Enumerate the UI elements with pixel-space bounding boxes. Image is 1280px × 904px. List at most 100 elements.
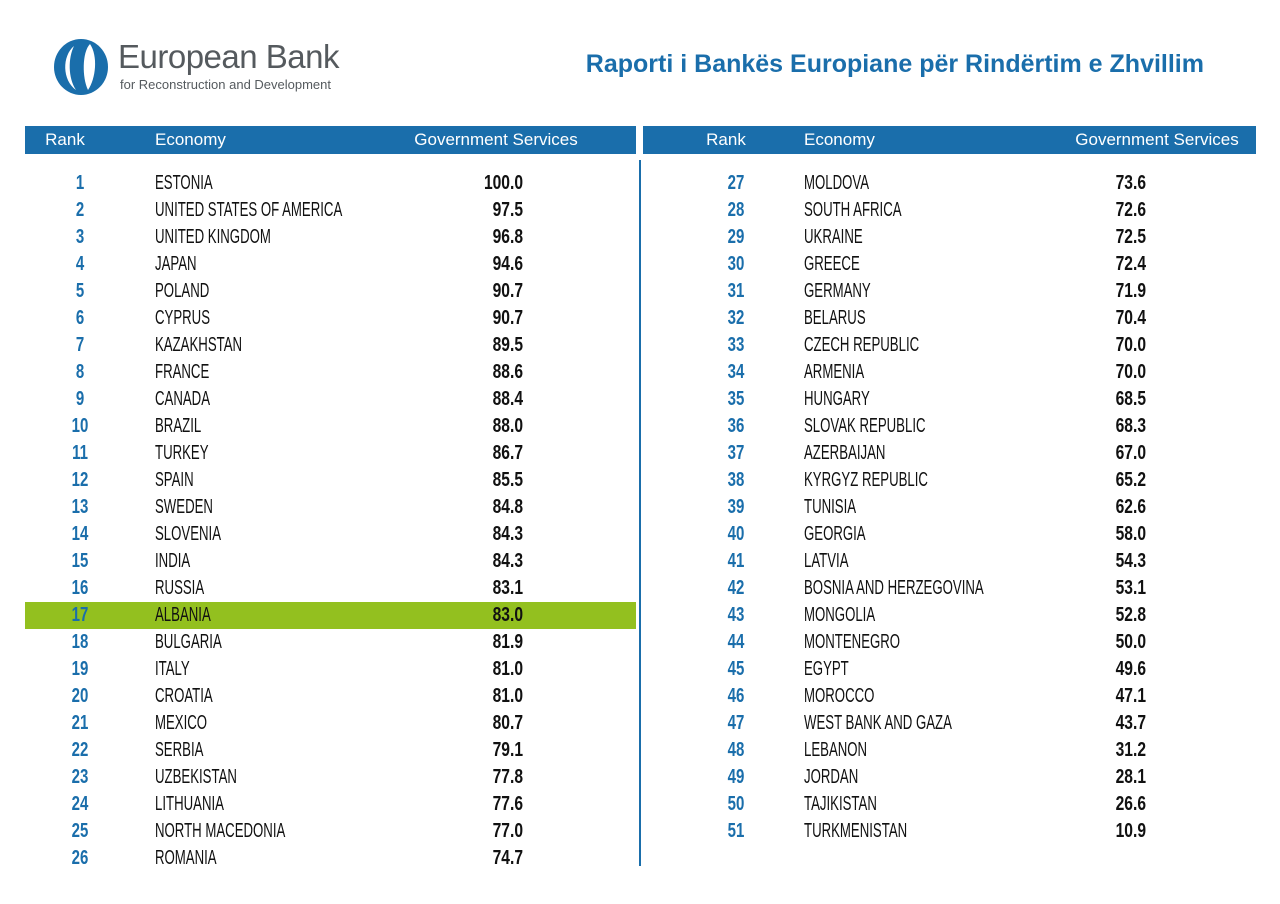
- rank-cell: 14: [71, 523, 89, 545]
- value-cell: 90.7: [492, 280, 523, 302]
- value-cell: 73.6: [1115, 172, 1146, 194]
- economy-cell: MOLDOVA: [804, 172, 870, 194]
- value-cell: 81.9: [492, 631, 523, 653]
- economy-cell: JAPAN: [155, 253, 197, 275]
- value-cell: 88.4: [492, 388, 523, 410]
- rank-cell: 4: [75, 253, 85, 275]
- header-bar: [25, 126, 636, 154]
- rank-cell: 44: [727, 631, 745, 653]
- economy-cell: TUNISIA: [804, 496, 857, 518]
- economy-cell: MOROCCO: [804, 685, 875, 707]
- value-cell: 85.5: [492, 469, 523, 491]
- value-cell: 84.3: [492, 523, 523, 545]
- economy-cell: BOSNIA AND HERZEGOVINA: [804, 577, 984, 599]
- value-cell: 89.5: [492, 334, 523, 356]
- economy-cell: SPAIN: [155, 469, 194, 491]
- rank-cell: 5: [75, 280, 85, 302]
- economy-cell: AZERBAIJAN: [804, 442, 886, 464]
- column-header: Government Services: [414, 130, 578, 149]
- rank-cell: 46: [727, 685, 745, 707]
- economy-cell: ALBANIA: [155, 604, 211, 626]
- rank-cell: 3: [75, 226, 85, 248]
- value-cell: 96.8: [492, 226, 523, 248]
- header-bar: [643, 126, 1256, 154]
- rank-cell: 48: [727, 739, 745, 761]
- economy-cell: TURKEY: [155, 442, 209, 464]
- economy-cell: INDIA: [155, 550, 191, 572]
- rank-cell: 25: [71, 820, 89, 842]
- rank-cell: 51: [727, 820, 745, 842]
- logo-title: European Bank: [118, 38, 340, 75]
- rank-cell: 26: [71, 847, 89, 869]
- rank-cell: 12: [71, 469, 89, 491]
- rank-cell: 34: [727, 361, 745, 383]
- rank-cell: 11: [72, 442, 88, 464]
- economy-cell: LITHUANIA: [155, 793, 224, 815]
- rank-cell: 22: [71, 739, 89, 761]
- rank-cell: 1: [75, 172, 85, 194]
- economy-cell: RUSSIA: [155, 577, 205, 599]
- rank-cell: 13: [71, 496, 89, 518]
- column-header: Rank: [706, 130, 746, 149]
- rank-cell: 49: [727, 766, 745, 788]
- value-cell: 97.5: [492, 199, 523, 221]
- economy-cell: BULGARIA: [155, 631, 222, 653]
- rank-cell: 17: [71, 604, 89, 626]
- value-cell: 88.0: [492, 415, 523, 437]
- rank-cell: 23: [71, 766, 89, 788]
- rank-cell: 30: [727, 253, 745, 275]
- value-cell: 81.0: [492, 685, 523, 707]
- value-cell: 26.6: [1115, 793, 1146, 815]
- rank-cell: 8: [75, 361, 85, 383]
- economy-cell: WEST BANK AND GAZA: [804, 712, 952, 734]
- column-header: Government Services: [1075, 130, 1239, 149]
- value-cell: 94.6: [492, 253, 523, 275]
- value-cell: 67.0: [1115, 442, 1146, 464]
- economy-cell: GEORGIA: [804, 523, 866, 545]
- value-cell: 31.2: [1115, 739, 1146, 761]
- value-cell: 74.7: [492, 847, 523, 869]
- economy-cell: HUNGARY: [804, 388, 870, 410]
- economy-cell: JORDAN: [804, 766, 859, 788]
- column-header: Rank: [45, 130, 85, 149]
- economy-cell: UZBEKISTAN: [155, 766, 237, 788]
- rank-cell: 7: [75, 334, 85, 356]
- economy-cell: UNITED KINGDOM: [155, 226, 271, 248]
- economy-cell: BRAZIL: [155, 415, 202, 437]
- economy-cell: BELARUS: [804, 307, 866, 329]
- value-cell: 72.6: [1115, 199, 1146, 221]
- economy-cell: TAJIKISTAN: [804, 793, 877, 815]
- rank-cell: 2: [75, 199, 85, 221]
- economy-cell: MEXICO: [155, 712, 208, 734]
- logo-mark: [54, 39, 108, 95]
- rank-cell: 16: [71, 577, 89, 599]
- value-cell: 72.5: [1115, 226, 1146, 248]
- economy-cell: GREECE: [804, 253, 860, 275]
- economy-cell: SLOVENIA: [155, 523, 222, 545]
- rank-cell: 38: [727, 469, 745, 491]
- economy-cell: KYRGYZ REPUBLIC: [804, 469, 928, 491]
- value-cell: 65.2: [1115, 469, 1146, 491]
- divider: [639, 160, 641, 866]
- economy-cell: ITALY: [155, 658, 190, 680]
- rank-cell: 37: [727, 442, 745, 464]
- economy-cell: LATVIA: [804, 550, 849, 572]
- economy-cell: SLOVAK REPUBLIC: [804, 415, 926, 437]
- value-cell: 90.7: [492, 307, 523, 329]
- rank-cell: 33: [727, 334, 745, 356]
- economy-cell: CANADA: [155, 388, 211, 410]
- rank-cell: 28: [727, 199, 745, 221]
- value-cell: 71.9: [1115, 280, 1146, 302]
- rank-cell: 36: [727, 415, 745, 437]
- rank-cell: 15: [71, 550, 89, 572]
- rank-cell: 32: [727, 307, 745, 329]
- economy-cell: ESTONIA: [155, 172, 213, 194]
- value-cell: 68.3: [1115, 415, 1146, 437]
- economy-cell: ARMENIA: [804, 361, 865, 383]
- economy-cell: CZECH REPUBLIC: [804, 334, 920, 356]
- value-cell: 80.7: [492, 712, 523, 734]
- logo-subtitle: for Reconstruction and Development: [120, 77, 332, 92]
- rank-cell: 39: [727, 496, 745, 518]
- rank-cell: 31: [727, 280, 745, 302]
